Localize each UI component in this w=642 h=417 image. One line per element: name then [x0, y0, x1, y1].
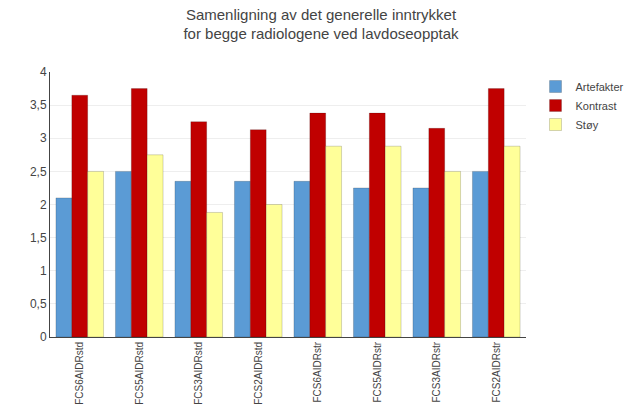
svg-text:0: 0: [40, 330, 47, 344]
svg-text:3,5: 3,5: [30, 98, 47, 112]
svg-text:FCS3AIDRstd: FCS3AIDRstd: [193, 342, 204, 405]
svg-text:3: 3: [40, 131, 47, 145]
svg-text:FCS6AIDRstr: FCS6AIDRstr: [312, 341, 323, 402]
svg-text:FCS3AIDRstr: FCS3AIDRstr: [431, 341, 442, 402]
svg-text:1,5: 1,5: [30, 231, 47, 245]
svg-text:FCS5AIDRstd: FCS5AIDRstd: [134, 342, 145, 405]
svg-text:FCS2AIDRstd: FCS2AIDRstd: [253, 342, 264, 405]
svg-text:FCS5AIDRstr: FCS5AIDRstr: [372, 341, 383, 402]
svg-text:FCS6AIDRstd: FCS6AIDRstd: [74, 342, 85, 405]
svg-text:FCS2AIDRstr: FCS2AIDRstr: [491, 341, 502, 402]
svg-text:0,5: 0,5: [30, 297, 47, 311]
svg-text:Kontrast: Kontrast: [576, 100, 617, 112]
svg-text:4: 4: [40, 65, 47, 79]
svg-text:Støy: Støy: [576, 119, 599, 131]
svg-text:1: 1: [40, 264, 47, 278]
svg-text:2: 2: [40, 198, 47, 212]
svg-text:Artefakter: Artefakter: [576, 81, 624, 93]
svg-text:2,5: 2,5: [30, 165, 47, 179]
svg-text:Samenligning av det generelle: Samenligning av det generelle inntrykket…: [183, 6, 459, 43]
